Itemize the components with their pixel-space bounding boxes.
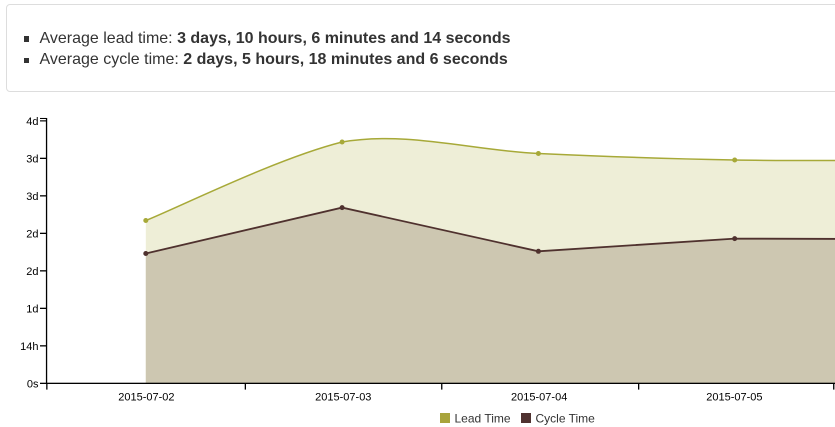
svg-text:2015-07-05: 2015-07-05 — [706, 392, 762, 404]
svg-text:Cycle Time: Cycle Time — [536, 411, 596, 425]
svg-text:3d: 3d — [26, 191, 38, 203]
svg-text:0s: 0s — [27, 379, 39, 391]
svg-text:1d: 1d — [26, 304, 38, 316]
svg-text:2015-07-03: 2015-07-03 — [315, 392, 371, 404]
svg-text:2d: 2d — [26, 229, 38, 241]
svg-text:3d: 3d — [26, 154, 38, 166]
svg-text:14h: 14h — [20, 341, 38, 353]
svg-text:2d: 2d — [26, 266, 38, 278]
svg-text:2015-07-04: 2015-07-04 — [511, 392, 567, 404]
svg-text:Lead Time: Lead Time — [455, 411, 511, 425]
svg-text:2015-07-02: 2015-07-02 — [118, 392, 174, 404]
svg-text:4d: 4d — [26, 116, 38, 128]
